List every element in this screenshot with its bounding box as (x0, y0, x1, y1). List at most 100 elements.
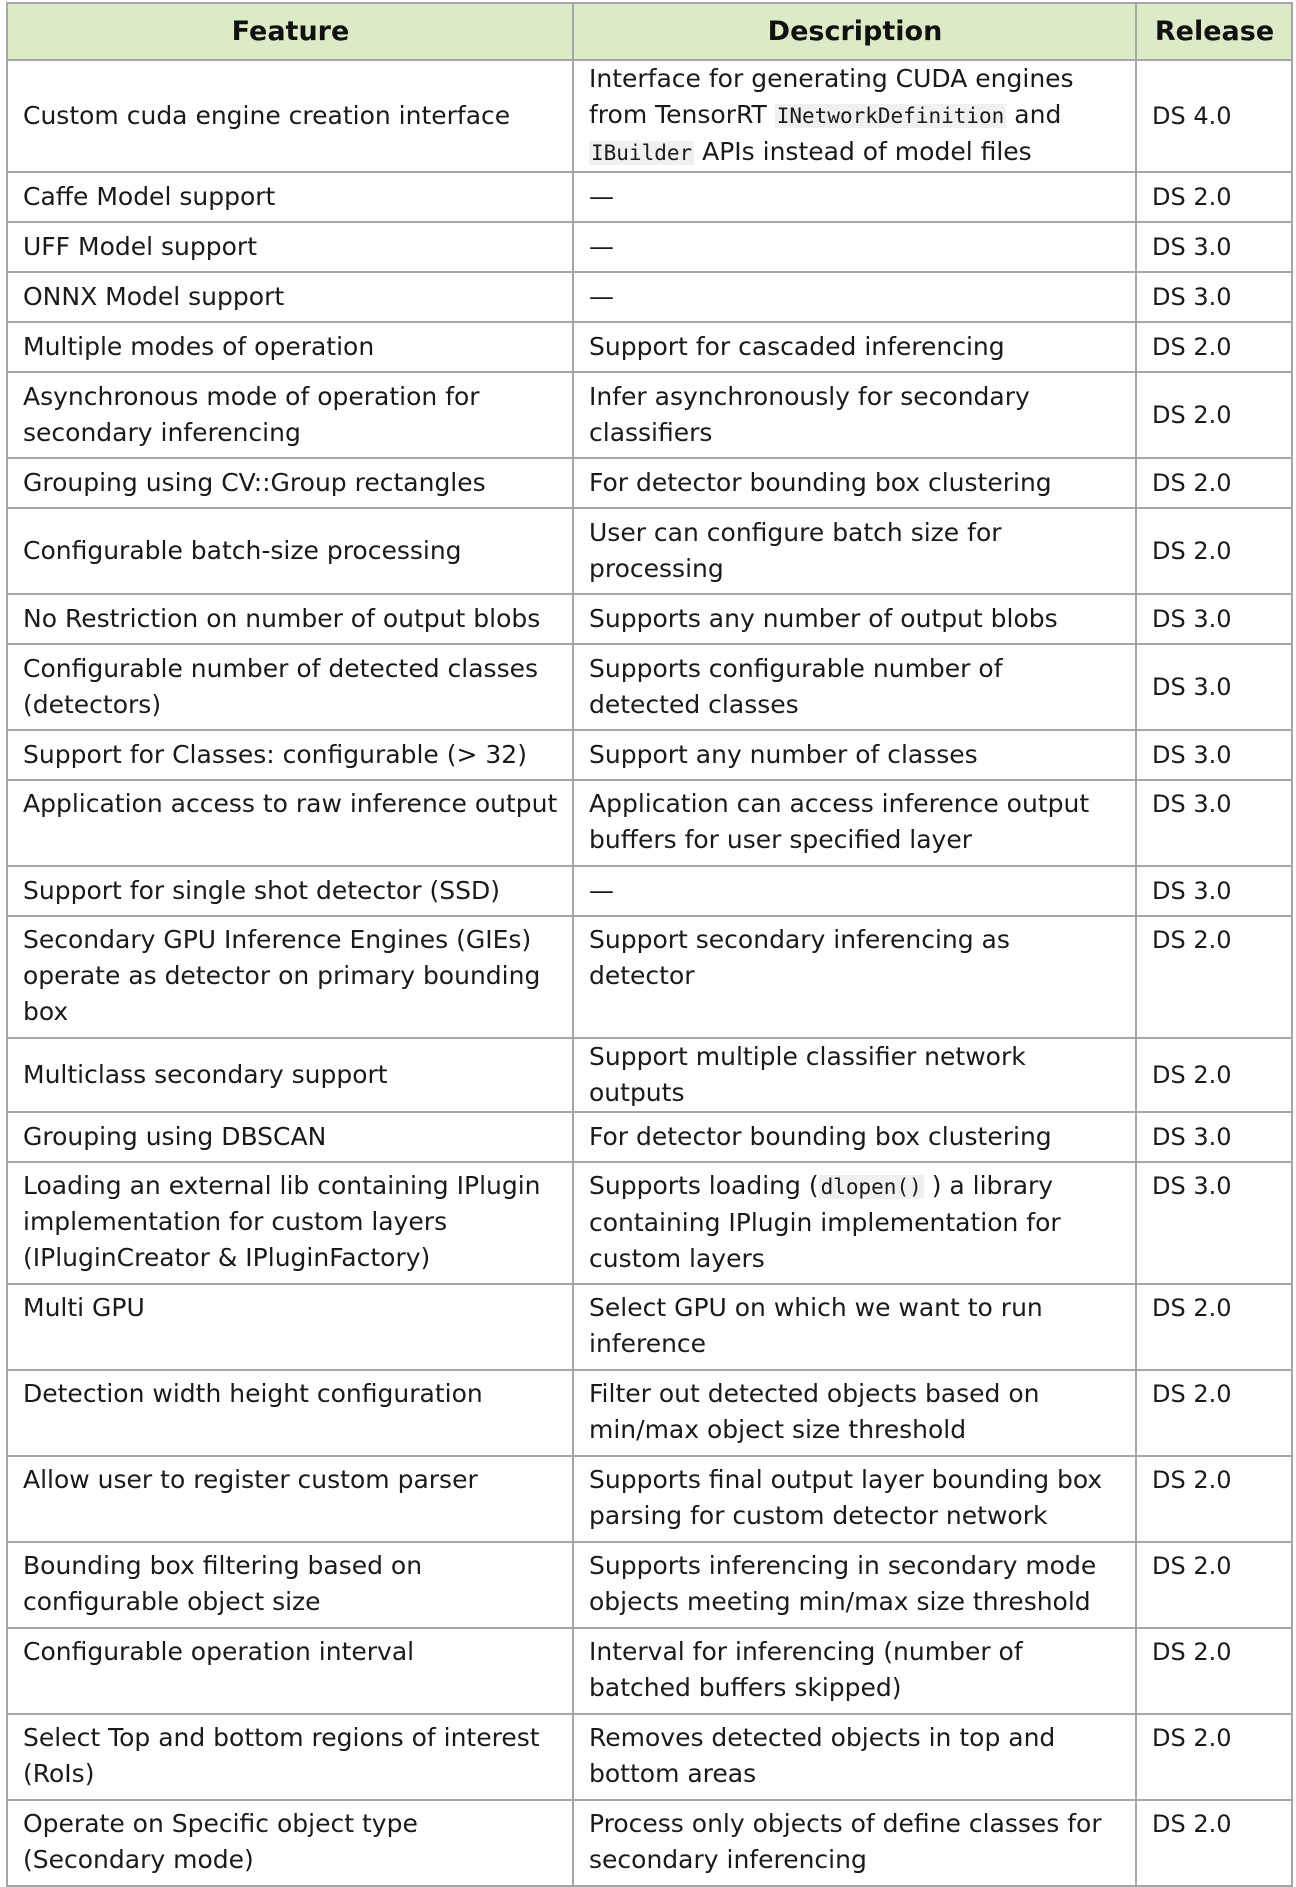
table-row: Grouping using CV::Group rectangles For … (6, 457, 1293, 509)
description-cell: — (572, 171, 1137, 223)
table-row: No Restriction on number of output blobs… (6, 593, 1293, 645)
table-header-row: Feature Description Release (6, 2, 1293, 61)
release-cell: DS 3.0 (1135, 779, 1293, 867)
feature-cell: Configurable operation interval (6, 1627, 574, 1715)
table-row: Detection width height configuration Fil… (6, 1369, 1293, 1457)
feature-cell: Multiple modes of operation (6, 321, 574, 373)
feature-cell: Grouping using DBSCAN (6, 1111, 574, 1163)
code-text: dlopen() (818, 1175, 924, 1199)
table-row: Multi GPU Select GPU on which we want to… (6, 1283, 1293, 1371)
table-row: Loading an external lib containing IPlug… (6, 1161, 1293, 1285)
release-cell: DS 2.0 (1135, 1713, 1293, 1801)
feature-cell: Multi GPU (6, 1283, 574, 1371)
description-cell: Supports inferencing in secondary mode o… (572, 1541, 1137, 1629)
description-text: Interface for generating CUDA engines fr… (589, 64, 1074, 129)
table-row: Asynchronous mode of operation for secon… (6, 371, 1293, 459)
release-cell: DS 2.0 (1135, 1037, 1293, 1113)
table-row: Application access to raw inference outp… (6, 779, 1293, 867)
description-cell: Supports loading (dlopen() ) a library c… (572, 1161, 1137, 1285)
release-cell: DS 2.0 (1135, 457, 1293, 509)
feature-cell: Multiclass secondary support (6, 1037, 574, 1113)
table-row: Custom cuda engine creation interface In… (6, 59, 1293, 173)
feature-cell: Allow user to register custom parser (6, 1455, 574, 1543)
table-row: Operate on Specific object type (Seconda… (6, 1799, 1293, 1887)
release-cell: DS 3.0 (1135, 1161, 1293, 1285)
description-cell: — (572, 221, 1137, 273)
release-cell: DS 2.0 (1135, 321, 1293, 373)
table-row: Configurable operation interval Interval… (6, 1627, 1293, 1715)
feature-cell: Configurable number of detected classes … (6, 643, 574, 731)
description-text: APIs instead of model files (694, 137, 1032, 166)
description-cell: Filter out detected objects based on min… (572, 1369, 1137, 1457)
release-cell: DS 2.0 (1135, 1369, 1293, 1457)
description-cell: For detector bounding box clustering (572, 1111, 1137, 1163)
table-row: Multiclass secondary support Support mul… (6, 1037, 1293, 1113)
description-text: and (1006, 100, 1062, 129)
description-cell: — (572, 271, 1137, 323)
feature-cell: UFF Model support (6, 221, 574, 273)
feature-cell: Select Top and bottom regions of interes… (6, 1713, 574, 1801)
table-row: Select Top and bottom regions of interes… (6, 1713, 1293, 1801)
table-row: Configurable number of detected classes … (6, 643, 1293, 731)
code-text: IBuilder (589, 141, 695, 165)
feature-cell: Detection width height configuration (6, 1369, 574, 1457)
table-row: ONNX Model support — DS 3.0 (6, 271, 1293, 323)
description-cell: Process only objects of define classes f… (572, 1799, 1137, 1887)
description-cell: For detector bounding box clustering (572, 457, 1137, 509)
description-cell: Support secondary inferencing as detecto… (572, 915, 1137, 1039)
table-row: Secondary GPU Inference Engines (GIEs) o… (6, 915, 1293, 1039)
description-cell: Interval for inferencing (number of batc… (572, 1627, 1137, 1715)
table-row: Configurable batch-size processing User … (6, 507, 1293, 595)
description-cell: Support multiple classifier network outp… (572, 1037, 1137, 1113)
feature-cell: Custom cuda engine creation interface (6, 59, 574, 173)
description-cell: Support any number of classes (572, 729, 1137, 781)
release-cell: DS 2.0 (1135, 1541, 1293, 1629)
feature-cell: Secondary GPU Inference Engines (GIEs) o… (6, 915, 574, 1039)
feature-cell: Loading an external lib containing IPlug… (6, 1161, 574, 1285)
description-cell: User can configure batch size for proces… (572, 507, 1137, 595)
table-row: Multiple modes of operation Support for … (6, 321, 1293, 373)
release-cell: DS 2.0 (1135, 171, 1293, 223)
description-cell: Infer asynchronously for secondary class… (572, 371, 1137, 459)
feature-cell: Asynchronous mode of operation for secon… (6, 371, 574, 459)
release-cell: DS 3.0 (1135, 271, 1293, 323)
release-cell: DS 2.0 (1135, 1799, 1293, 1887)
description-cell: Interface for generating CUDA engines fr… (572, 59, 1137, 173)
feature-table: Feature Description Release Custom cuda … (6, 2, 1293, 1887)
release-cell: DS 2.0 (1135, 1455, 1293, 1543)
feature-cell: Caffe Model support (6, 171, 574, 223)
feature-cell: Grouping using CV::Group rectangles (6, 457, 574, 509)
release-cell: DS 3.0 (1135, 221, 1293, 273)
table-row: UFF Model support — DS 3.0 (6, 221, 1293, 273)
code-text: INetworkDefinition (774, 104, 1007, 128)
description-cell: Supports final output layer bounding box… (572, 1455, 1137, 1543)
table-row: Bounding box filtering based on configur… (6, 1541, 1293, 1629)
description-cell: Supports any number of output blobs (572, 593, 1137, 645)
feature-cell: Application access to raw inference outp… (6, 779, 574, 867)
release-cell: DS 3.0 (1135, 729, 1293, 781)
release-cell: DS 3.0 (1135, 643, 1293, 731)
table-row: Caffe Model support — DS 2.0 (6, 171, 1293, 223)
feature-cell: Operate on Specific object type (Seconda… (6, 1799, 574, 1887)
feature-cell: ONNX Model support (6, 271, 574, 323)
release-cell: DS 4.0 (1135, 59, 1293, 173)
feature-cell: Configurable batch-size processing (6, 507, 574, 595)
description-text: ) a library containing IPlugin implement… (589, 1171, 1061, 1273)
description-cell: Application can access inference output … (572, 779, 1137, 867)
description-text: Supports loading ( (589, 1171, 819, 1200)
description-cell: — (572, 865, 1137, 917)
release-cell: DS 2.0 (1135, 915, 1293, 1039)
feature-cell: Support for single shot detector (SSD) (6, 865, 574, 917)
header-description: Description (572, 2, 1137, 61)
table-row: Support for single shot detector (SSD) —… (6, 865, 1293, 917)
description-cell: Supports configurable number of detected… (572, 643, 1137, 731)
header-release: Release (1135, 2, 1293, 61)
description-cell: Select GPU on which we want to run infer… (572, 1283, 1137, 1371)
release-cell: DS 3.0 (1135, 865, 1293, 917)
description-cell: Removes detected objects in top and bott… (572, 1713, 1137, 1801)
release-cell: DS 3.0 (1135, 1111, 1293, 1163)
release-cell: DS 2.0 (1135, 507, 1293, 595)
release-cell: DS 2.0 (1135, 1627, 1293, 1715)
feature-cell: No Restriction on number of output blobs (6, 593, 574, 645)
header-feature: Feature (6, 2, 574, 61)
